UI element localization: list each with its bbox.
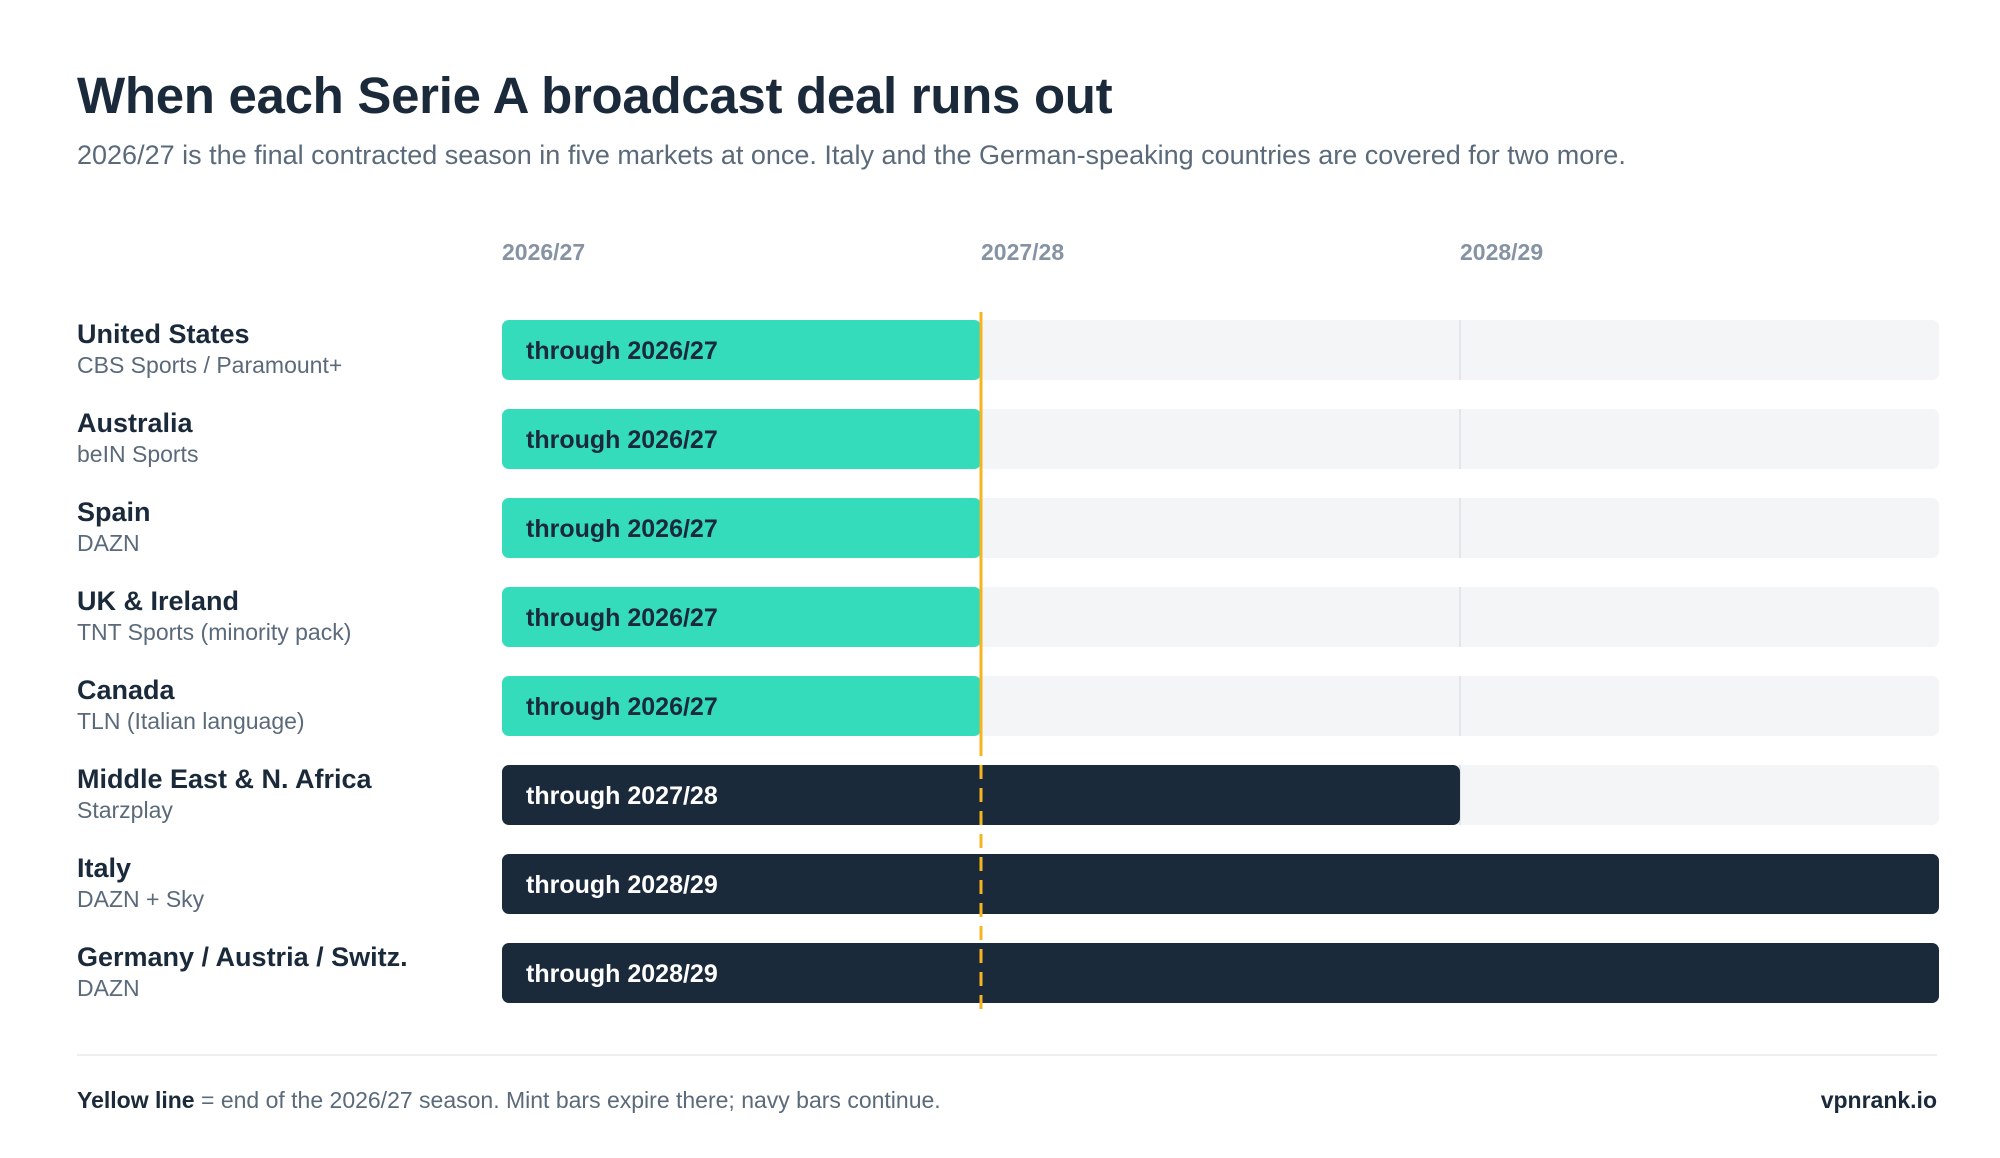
bar-label: through 2028/29 <box>526 871 718 899</box>
broadcaster-name: beIN Sports <box>77 441 198 467</box>
chart-title: When each Serie A broadcast deal runs ou… <box>77 67 1113 124</box>
broadcaster-name: DAZN <box>77 530 140 556</box>
deal-bar <box>502 676 981 736</box>
footnote-text: = end of the 2026/27 season. Mint bars e… <box>194 1087 941 1113</box>
x-tick-label: 2026/27 <box>502 239 585 265</box>
bar-label: through 2026/27 <box>526 426 718 454</box>
bar-label: through 2028/29 <box>526 960 718 988</box>
market-name: United States <box>77 319 250 349</box>
bar-label: through 2026/27 <box>526 693 718 721</box>
market-name: Italy <box>77 853 131 883</box>
broadcast-deal-chart: 2026/27 2027/28 2028/29 through 2026/27 Unit… <box>77 239 1939 1011</box>
deal-bar <box>502 943 1939 1003</box>
bar-label: through 2026/27 <box>526 515 718 543</box>
market-name: Spain <box>77 497 151 527</box>
market-name: Germany / Austria / Switz. <box>77 942 408 972</box>
chart-subtitle: 2026/27 is the final contracted season i… <box>77 140 1626 170</box>
bar-label: through 2027/28 <box>526 782 718 810</box>
market-name: Canada <box>77 675 176 705</box>
deal-bar <box>502 320 981 380</box>
bar-label: through 2026/27 <box>526 604 718 632</box>
deal-bar <box>502 854 1939 914</box>
broadcaster-name: DAZN + Sky <box>77 886 205 912</box>
broadcaster-name: CBS Sports / Paramount+ <box>77 352 342 378</box>
market-name: UK & Ireland <box>77 586 239 616</box>
broadcaster-name: Starzplay <box>77 797 173 823</box>
deal-bar <box>502 498 981 558</box>
brand-credit: vpnrank.io <box>1820 1087 1937 1113</box>
x-tick-label: 2028/29 <box>1460 239 1543 265</box>
footnote: Yellow line = end of the 2026/27 season.… <box>77 1087 941 1114</box>
broadcaster-name: DAZN <box>77 975 140 1001</box>
footer-divider <box>77 1054 1937 1056</box>
x-tick-label: 2027/28 <box>981 239 1064 265</box>
deal-bar <box>502 587 981 647</box>
deal-bar <box>502 409 981 469</box>
market-name: Australia <box>77 408 194 438</box>
market-name: Middle East & N. Africa <box>77 764 373 794</box>
footnote-emphasis: Yellow line <box>77 1087 195 1113</box>
bar-label: through 2026/27 <box>526 337 718 365</box>
broadcaster-name: TNT Sports (minority pack) <box>77 619 351 645</box>
broadcaster-name: TLN (Italian language) <box>77 708 305 734</box>
